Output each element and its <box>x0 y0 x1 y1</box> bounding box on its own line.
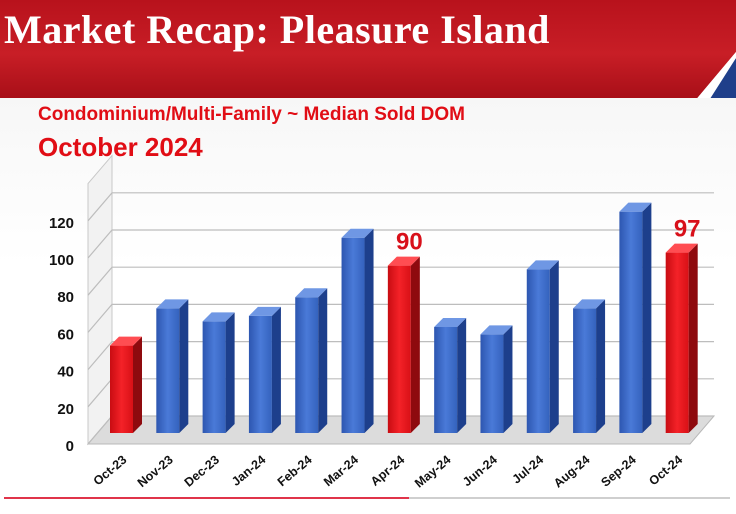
bar-front <box>248 315 272 433</box>
bar-may-24 <box>434 317 467 433</box>
bar-front <box>434 326 458 433</box>
gridline <box>87 266 714 296</box>
bar-side <box>642 202 652 433</box>
bar-front <box>480 334 504 433</box>
flag-icon <box>694 52 736 102</box>
bar-side <box>688 243 698 433</box>
data-label: 90 <box>396 229 423 256</box>
bar-top <box>665 243 698 253</box>
bar-top <box>526 260 559 270</box>
page-title: Market Recap: Pleasure Island <box>4 7 550 52</box>
bar-side <box>179 299 189 433</box>
bar-side <box>225 312 235 433</box>
gridline <box>87 192 714 222</box>
y-tick-label: 20 <box>57 401 74 418</box>
bar-side <box>133 336 142 433</box>
bar-top <box>480 325 513 335</box>
bar-side <box>503 325 513 433</box>
bar-oct-24 <box>665 243 698 433</box>
bar-sep-24 <box>619 202 652 433</box>
y-tick-label: 60 <box>57 326 74 343</box>
x-tick-label: Jul-24 <box>510 453 547 487</box>
bar-front <box>295 297 319 433</box>
bar-top <box>295 288 328 298</box>
x-tick-label: Aug-24 <box>551 453 592 491</box>
y-tick-label: 80 <box>57 289 74 306</box>
video-progress-track[interactable] <box>409 497 730 499</box>
side-wall <box>87 154 113 446</box>
x-tick-label: Jun-24 <box>460 453 500 490</box>
bar-oct-23 <box>110 336 142 433</box>
chart-subtitle: October 2024 <box>38 132 203 162</box>
header-banner: Market Recap: Pleasure Island <box>0 0 736 102</box>
x-tick-label: Nov-23 <box>135 453 176 491</box>
y-tick-label: 0 <box>66 438 74 455</box>
bar-side <box>457 317 467 433</box>
data-label: 97 <box>674 216 701 243</box>
chart-title: Condominium/Multi-Family ~ Median Sold D… <box>38 104 465 125</box>
bar-side <box>549 260 559 433</box>
bar-top <box>341 228 374 238</box>
bar-top <box>573 299 606 309</box>
bar-side <box>410 256 420 433</box>
video-progress-bar[interactable] <box>4 497 409 499</box>
bar-side <box>271 306 281 433</box>
bar-top <box>619 202 652 212</box>
bar-feb-24 <box>295 288 328 433</box>
y-tick-label: 120 <box>49 215 74 232</box>
bar-top <box>202 312 235 322</box>
bar-front <box>526 269 550 433</box>
bar-jan-24 <box>248 306 281 433</box>
bar-front <box>341 237 365 433</box>
bar-front <box>665 252 689 433</box>
y-tick-label: 100 <box>49 252 74 269</box>
bar-top <box>434 317 467 327</box>
bar-nov-23 <box>156 299 189 433</box>
y-tick-label: 40 <box>57 364 74 381</box>
x-tick-label: Dec-23 <box>182 453 222 490</box>
x-tick-label: Sep-24 <box>598 453 638 490</box>
gridline <box>87 341 714 370</box>
bar-top <box>248 306 281 316</box>
bar-front <box>110 345 133 433</box>
x-tick-label: Oct-24 <box>646 453 685 489</box>
x-tick-label: Mar-24 <box>321 453 361 490</box>
bar-jun-24 <box>480 325 513 433</box>
bar-apr-24 <box>387 256 420 433</box>
bar-top <box>387 256 420 266</box>
bar-jul-24 <box>526 260 559 433</box>
x-tick-label: Jan-24 <box>229 453 268 489</box>
x-tick-label: Oct-23 <box>91 453 130 489</box>
gridline <box>87 229 714 259</box>
bar-front <box>387 265 411 433</box>
bar-front <box>619 211 643 433</box>
bar-front <box>573 308 597 433</box>
bar-front <box>156 308 180 433</box>
bar-aug-24 <box>573 299 606 433</box>
x-tick-label: Apr-24 <box>368 453 407 489</box>
x-tick-label: May-24 <box>412 453 454 491</box>
bar-front <box>202 321 226 433</box>
bar-side <box>364 228 374 433</box>
bar-dec-23 <box>202 312 235 433</box>
bar-top <box>156 299 189 309</box>
x-tick-label: Feb-24 <box>275 453 315 490</box>
bar-side <box>596 299 606 433</box>
gridline <box>87 303 714 333</box>
bar-side <box>318 288 328 433</box>
bar-top <box>110 336 142 346</box>
bar-mar-24 <box>341 228 374 433</box>
